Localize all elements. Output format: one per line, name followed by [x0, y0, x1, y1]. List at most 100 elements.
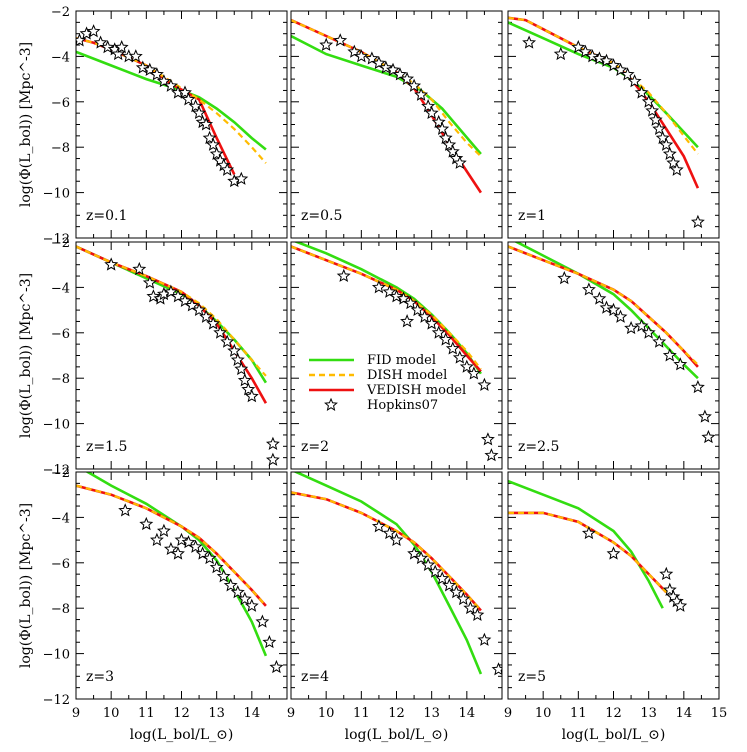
panel-frame	[290, 241, 503, 470]
x-tick-label: 12	[605, 706, 622, 721]
hopkins07-point	[645, 103, 660, 117]
hopkins07-point	[424, 316, 439, 330]
hopkins07-point	[333, 33, 348, 47]
y-tick-label: −12	[43, 232, 70, 247]
y-tick-label: −2	[51, 236, 70, 251]
hopkins07-point	[673, 357, 688, 371]
hopkins07-point	[442, 578, 457, 592]
x-tick-label: 12	[173, 706, 190, 721]
hopkins07-point	[442, 137, 457, 151]
x-tick-label: 11	[353, 706, 370, 721]
hopkins07-point	[206, 316, 221, 330]
hopkins07-point	[438, 332, 453, 346]
redshift-label: z=2.5	[518, 439, 559, 455]
x-tick-label: 12	[388, 706, 405, 721]
hopkins07-point	[111, 46, 126, 61]
hopkins07-point	[227, 343, 242, 357]
hopkins07-point	[581, 526, 596, 540]
x-tick-label: 14	[459, 706, 476, 721]
hopkins07-point	[466, 366, 481, 380]
hopkins07-point	[652, 121, 667, 135]
x-tick-label: 11	[138, 706, 155, 721]
panel-frame	[290, 10, 503, 239]
hopkins07-point	[104, 257, 119, 271]
hopkins07-point	[452, 350, 467, 364]
hopkins07-point	[216, 569, 231, 583]
hopkins07-point	[86, 24, 101, 38]
x-tick-label: 14	[244, 706, 261, 721]
y-tick-label: −8	[51, 141, 70, 156]
hopkins07-point	[421, 557, 436, 571]
hopkins07-point	[592, 291, 607, 305]
hopkins07-point	[578, 44, 593, 58]
hopkins07-point	[463, 600, 478, 615]
panel-frame	[75, 241, 288, 470]
y-tick-label: −10	[43, 418, 70, 433]
redshift-label: z=5	[518, 669, 546, 685]
hopkins07-point	[142, 275, 157, 289]
hopkins07-point	[459, 359, 474, 373]
hopkins07-point	[244, 598, 259, 612]
legend-entry-label: DISH model	[367, 368, 447, 383]
legend-star-marker	[324, 397, 338, 411]
x-tick-label: 9	[287, 706, 295, 721]
hopkins07-point	[336, 268, 351, 282]
hopkins07-point	[690, 380, 705, 394]
hopkins07-point	[265, 452, 280, 466]
hopkins07-point	[206, 137, 221, 151]
x-tick-label: 13	[423, 706, 440, 721]
legend-entry-label: FID model	[367, 353, 436, 368]
hopkins07-point	[435, 571, 450, 585]
hopkins07-point	[149, 532, 164, 547]
hopkins07-point	[491, 662, 502, 676]
plot-area	[508, 16, 705, 229]
hopkins07-point	[414, 551, 429, 565]
y-tick-label: −12	[43, 463, 70, 478]
x-axis-label: log(L_bol/L_⊙)	[562, 727, 666, 743]
plot-area	[291, 18, 482, 194]
y-tick-label: −2	[51, 5, 70, 20]
plot-area	[508, 242, 716, 444]
hopkins07-point	[690, 214, 705, 229]
y-tick-label: −6	[51, 557, 70, 572]
hopkins07-point	[445, 144, 460, 158]
hopkins07-point	[400, 314, 415, 328]
fid-model-line	[76, 50, 267, 151]
redshift-label: z=0.5	[301, 208, 342, 224]
dish-model-line	[76, 484, 267, 607]
hopkins07-point	[428, 564, 443, 578]
y-tick-label: −6	[51, 327, 70, 342]
hopkins07-point	[410, 302, 425, 317]
hopkins07-point	[606, 546, 621, 560]
hopkins07-point	[192, 105, 207, 120]
panel-4: z=1.5 −2 −4 −6 −8 −10 −12 log(Φ(L_bol)) [Mpc^-3…	[18, 236, 288, 478]
hopkins07-point	[234, 171, 249, 185]
y-tick-label: −2	[51, 466, 70, 481]
x-tick-label: 13	[640, 706, 657, 721]
hopkins07-point	[634, 318, 649, 332]
hopkins07-point	[220, 334, 235, 348]
redshift-label: z=1.5	[86, 439, 127, 455]
hopkins07-point	[142, 62, 157, 76]
x-tick-label: 14	[676, 706, 693, 721]
y-tick-label: −4	[51, 281, 70, 296]
legend-entry-label: Hopkins07	[367, 398, 438, 413]
panel-9: z=5 9 10 11 12 13 14 15 log(L_bol/L_⊙)	[504, 471, 727, 743]
hopkins07-point	[371, 519, 386, 533]
panel-frame	[507, 10, 720, 239]
x-tick-label: 10	[535, 706, 552, 721]
hopkins07-point	[431, 325, 446, 339]
hopkins07-point	[624, 321, 639, 335]
fid-model-line	[508, 21, 699, 149]
hopkins07-point	[213, 325, 228, 339]
hopkins07-point	[627, 74, 642, 88]
hopkins07-point	[701, 429, 716, 444]
hopkins07-point	[269, 659, 284, 674]
y-axis-label: log(Φ(L_bol)) [Mpc^-3]	[18, 273, 34, 438]
hopkins07-point	[400, 71, 415, 86]
hopkins07-point	[470, 607, 485, 621]
hopkins07-point	[230, 585, 245, 599]
